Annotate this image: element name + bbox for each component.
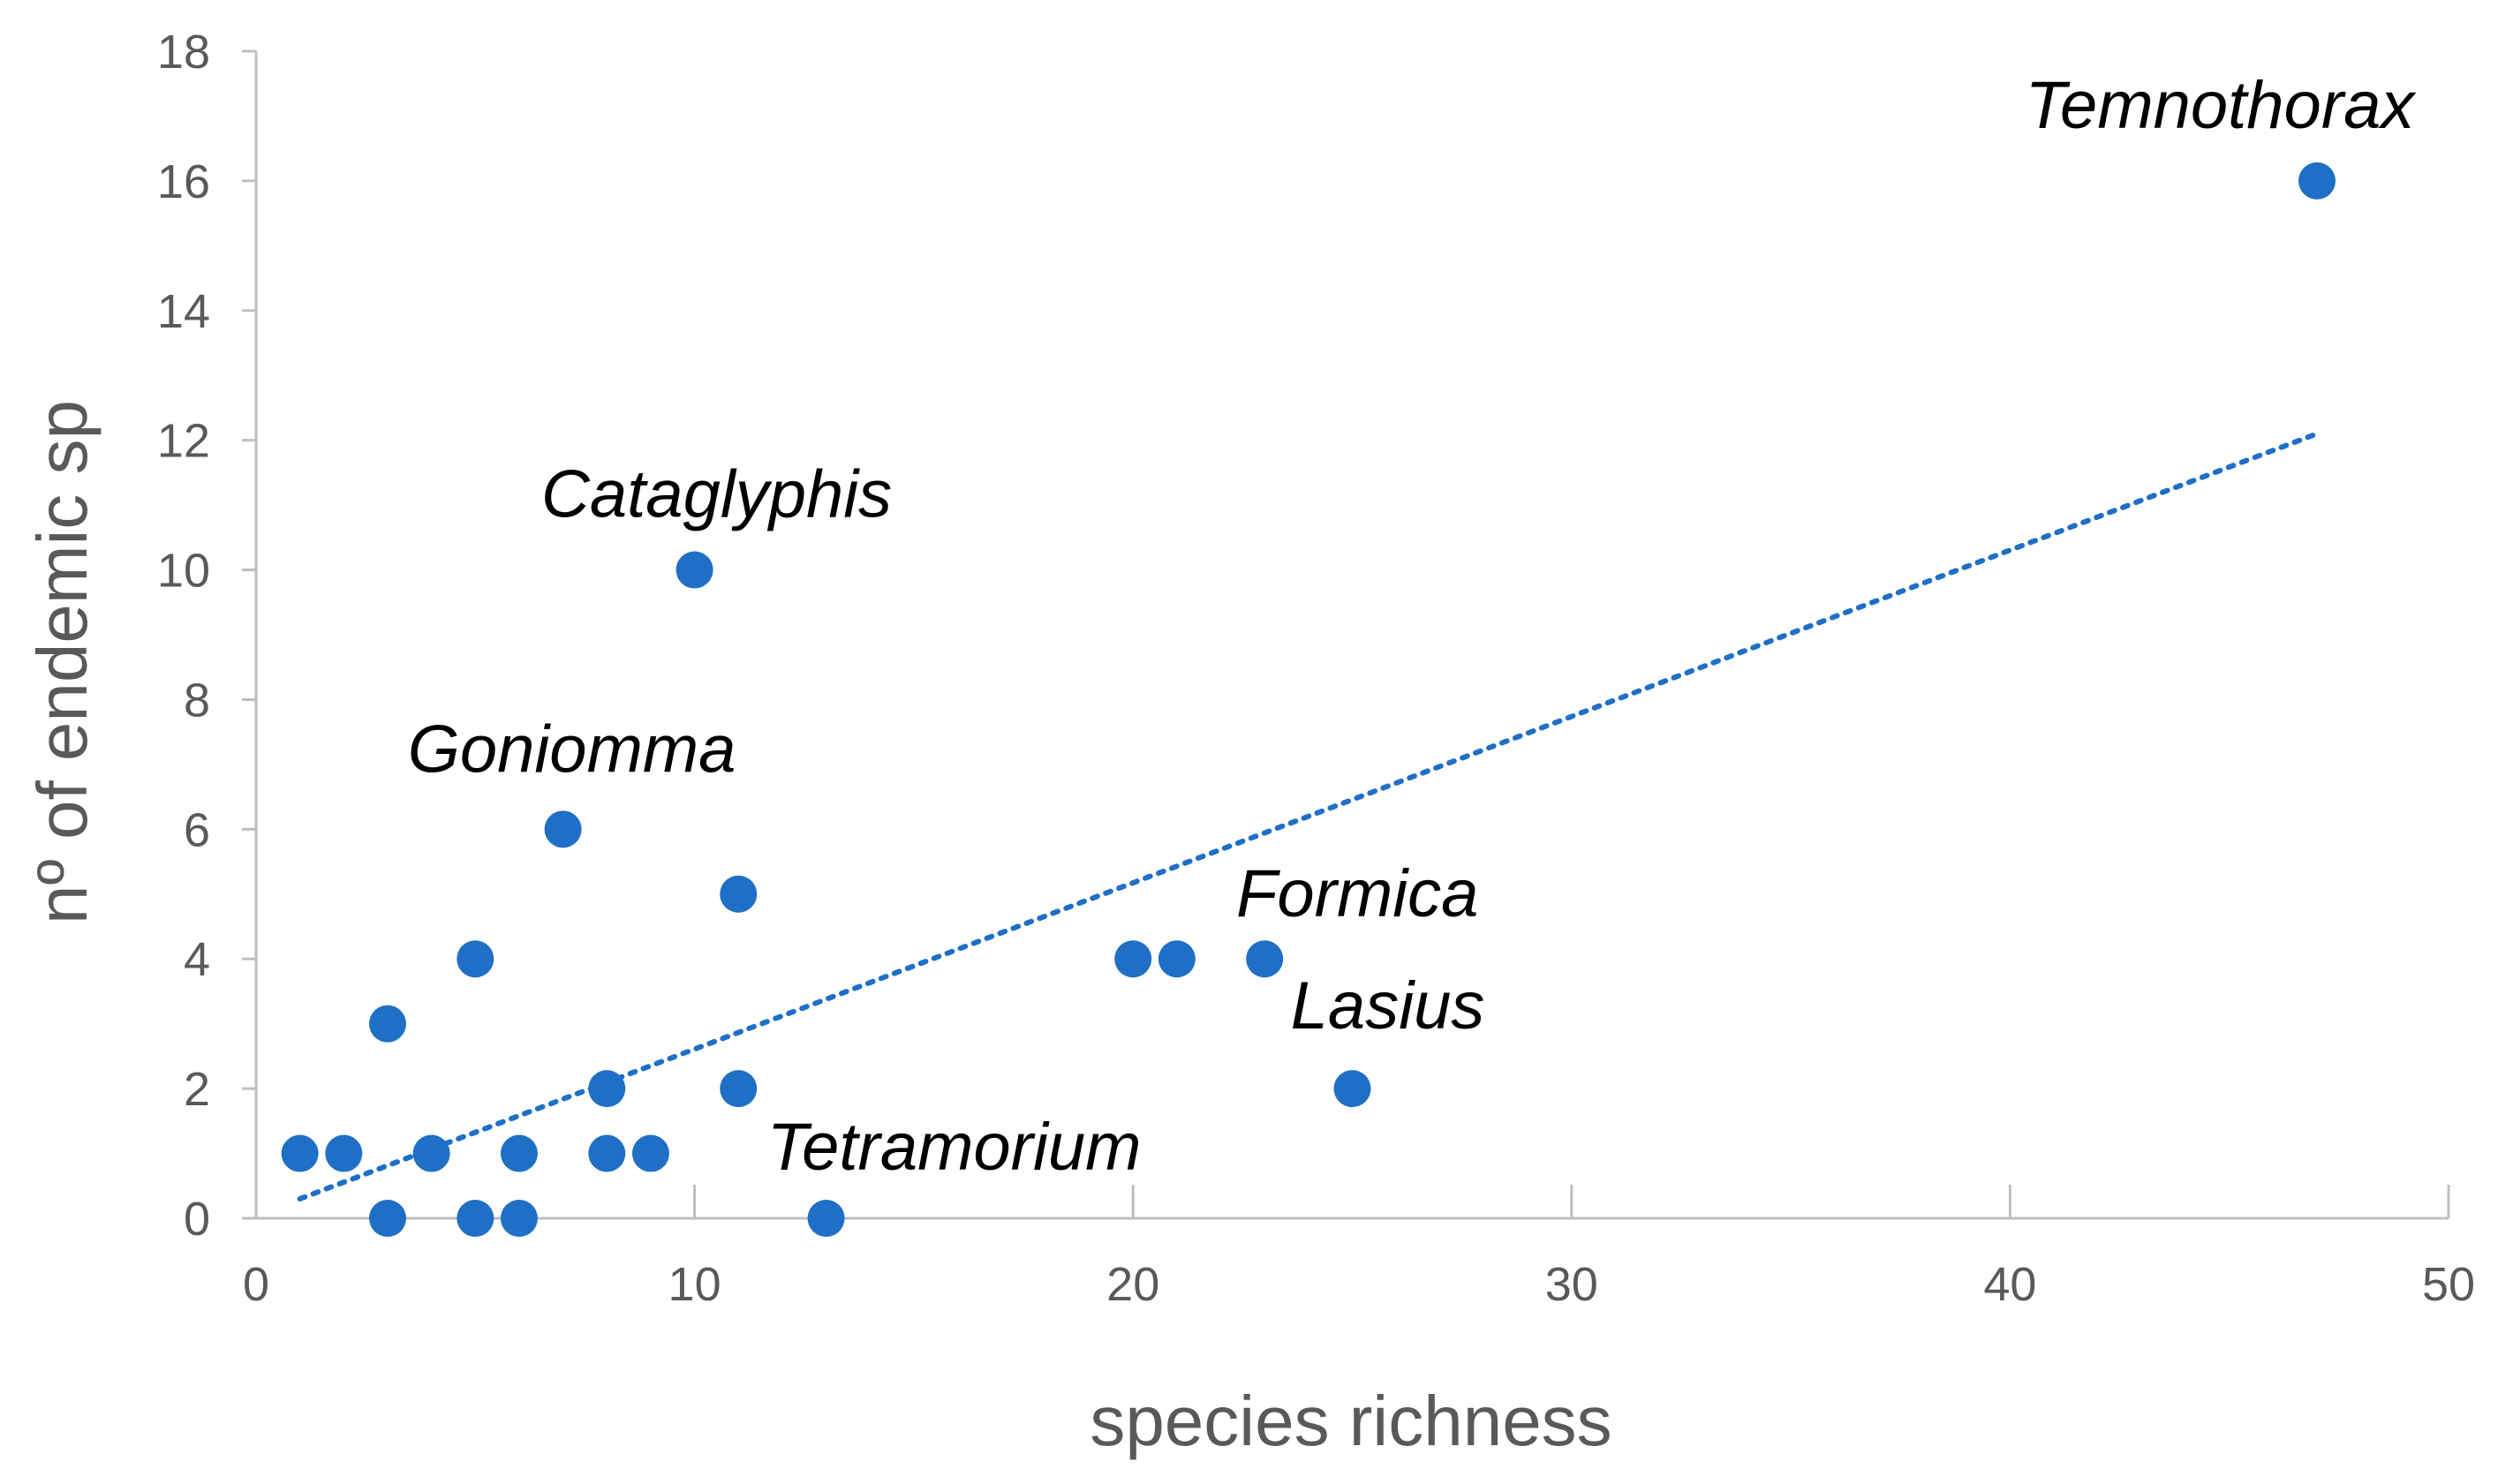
data-point <box>457 940 494 978</box>
data-point <box>1246 940 1284 978</box>
annotation-goniomma: Goniomma <box>408 712 736 787</box>
y-tick-label: 16 <box>157 155 210 208</box>
data-point <box>500 1134 538 1172</box>
data-point <box>588 1070 626 1108</box>
annotation-formica: Formica <box>1236 856 1478 931</box>
data-point <box>500 1200 538 1237</box>
data-point <box>1114 940 1152 978</box>
annotation-tetramorium: Tetramorium <box>767 1110 1142 1185</box>
data-point <box>631 1134 669 1172</box>
x-tick-label: 50 <box>2422 1258 2475 1311</box>
y-tick-label: 4 <box>184 933 210 986</box>
y-tick-label: 18 <box>157 26 210 79</box>
y-ticks: 0 2 4 6 8 10 12 14 16 18 <box>157 26 256 1246</box>
x-axis-title: species richness <box>1090 1382 1611 1460</box>
y-tick-label: 8 <box>184 674 210 727</box>
x-tick-label: 20 <box>1106 1258 1159 1311</box>
data-point <box>1158 940 1196 978</box>
y-tick-label: 2 <box>184 1063 210 1116</box>
data-point <box>412 1134 450 1172</box>
data-point <box>325 1134 363 1172</box>
data-points <box>281 162 2336 1237</box>
data-point <box>2298 162 2336 200</box>
y-tick-label: 0 <box>184 1193 210 1246</box>
y-tick-label: 10 <box>157 545 210 598</box>
x-tick-label: 10 <box>668 1258 721 1311</box>
data-point <box>675 551 713 589</box>
data-point <box>588 1134 626 1172</box>
trendline <box>297 431 2321 1202</box>
annotation-temnothorax: Temnothorax <box>2026 68 2418 143</box>
y-axis-title: nº of endemic sp <box>23 400 102 924</box>
x-tick-label: 30 <box>1545 1258 1598 1311</box>
axes: 0 2 4 6 8 10 12 14 16 18 0 10 20 30 40 50 <box>157 26 2475 1311</box>
data-point <box>1333 1070 1371 1108</box>
data-point <box>457 1200 494 1237</box>
data-point <box>281 1134 319 1172</box>
annotations: Temnothorax Cataglyphis Goniomma Formica Las… <box>408 68 2418 1185</box>
data-point <box>720 875 758 913</box>
data-point <box>368 1005 406 1043</box>
x-tick-label: 0 <box>243 1258 269 1311</box>
x-tick-label: 40 <box>1983 1258 2036 1311</box>
y-tick-label: 6 <box>184 803 210 856</box>
data-point <box>720 1070 758 1108</box>
annotation-cataglyphis: Cataglyphis <box>541 457 892 532</box>
y-tick-label: 12 <box>157 415 210 468</box>
y-tick-label: 14 <box>157 285 210 338</box>
data-point <box>544 810 582 848</box>
x-ticks: 0 10 20 30 40 50 <box>243 1185 2475 1311</box>
annotation-lasius: Lasius <box>1291 968 1485 1043</box>
data-point <box>807 1200 845 1237</box>
data-point <box>368 1200 406 1237</box>
